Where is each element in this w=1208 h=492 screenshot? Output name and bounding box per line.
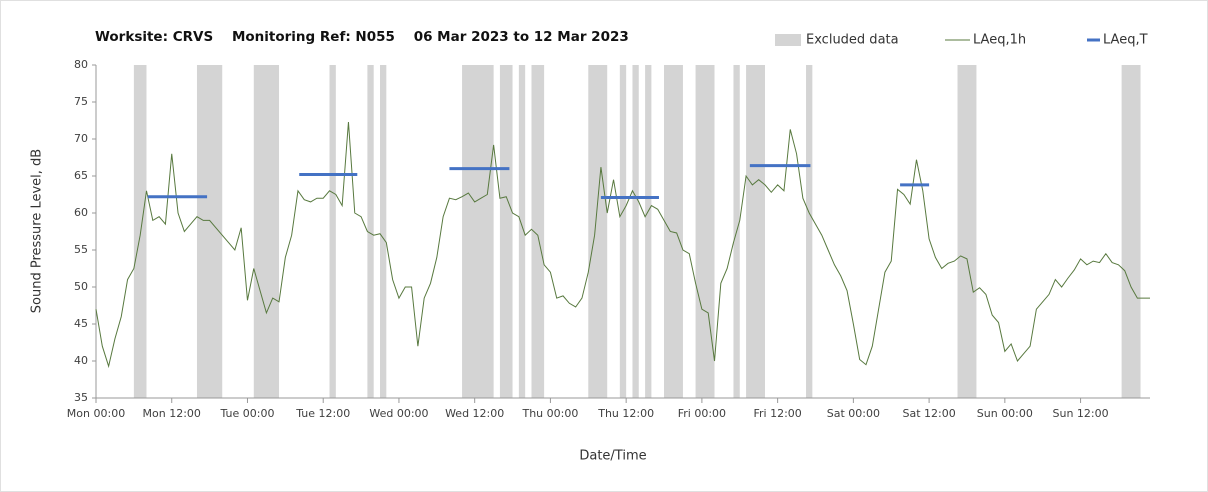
excluded-band [1121, 65, 1141, 398]
excluded-band [253, 65, 280, 398]
legend-label: LAeq,T [1103, 33, 1148, 48]
chart-title: Worksite: CRVS Monitoring Ref: N055 06 M… [95, 29, 629, 45]
excluded-band [367, 65, 374, 398]
x-tick-label: Mon 12:00 [143, 407, 201, 420]
x-tick-label: Sun 12:00 [1053, 407, 1109, 420]
excluded-band [133, 65, 147, 398]
y-tick-label: 55 [74, 243, 88, 256]
x-tick-label: Thu 00:00 [521, 407, 578, 420]
y-tick-label: 60 [74, 206, 88, 219]
y-tick-label: 35 [74, 391, 88, 404]
excluded-band [499, 65, 513, 398]
x-tick-label: Fri 00:00 [678, 407, 726, 420]
excluded-band [645, 65, 652, 398]
x-tick-label: Tue 00:00 [219, 407, 274, 420]
y-tick-label: 80 [74, 58, 88, 71]
x-tick-label: Wed 12:00 [445, 407, 504, 420]
legend-label: Excluded data [806, 33, 899, 48]
y-tick-label: 70 [74, 132, 88, 145]
y-axis-label: Sound Pressure Level, dB [30, 149, 45, 313]
excluded-band [380, 65, 387, 398]
excluded-band [664, 65, 683, 398]
x-tick-label: Sun 00:00 [977, 407, 1033, 420]
excluded-band [531, 65, 545, 398]
legend-label: LAeq,1h [973, 33, 1026, 48]
line-series [95, 121, 1150, 369]
y-tick-label: 50 [74, 280, 88, 293]
legend-swatch [775, 34, 801, 46]
excluded-band [619, 65, 627, 398]
y-tick-label: 45 [74, 317, 88, 330]
y-tick-label: 75 [74, 95, 88, 108]
excluded-band [806, 65, 813, 398]
excluded-band [518, 65, 526, 398]
x-axis-label: Date/Time [579, 449, 646, 464]
excluded-band [746, 65, 766, 398]
x-tick-label: Fri 12:00 [753, 407, 801, 420]
x-tick-label: Thu 12:00 [597, 407, 654, 420]
excluded-band [329, 65, 336, 398]
x-tick-label: Sat 12:00 [902, 407, 955, 420]
excluded-band [462, 65, 494, 398]
x-tick-label: Wed 00:00 [369, 407, 428, 420]
excluded-band [957, 65, 977, 398]
excluded-band [196, 65, 223, 398]
excluded-band [695, 65, 715, 398]
x-tick-label: Mon 00:00 [67, 407, 125, 420]
excluded-band [632, 65, 639, 398]
y-tick-label: 40 [74, 354, 88, 367]
x-tick-label: Tue 12:00 [295, 407, 350, 420]
y-tick-label: 65 [74, 169, 88, 182]
x-tick-label: Sat 00:00 [827, 407, 880, 420]
excluded-band [588, 65, 608, 398]
